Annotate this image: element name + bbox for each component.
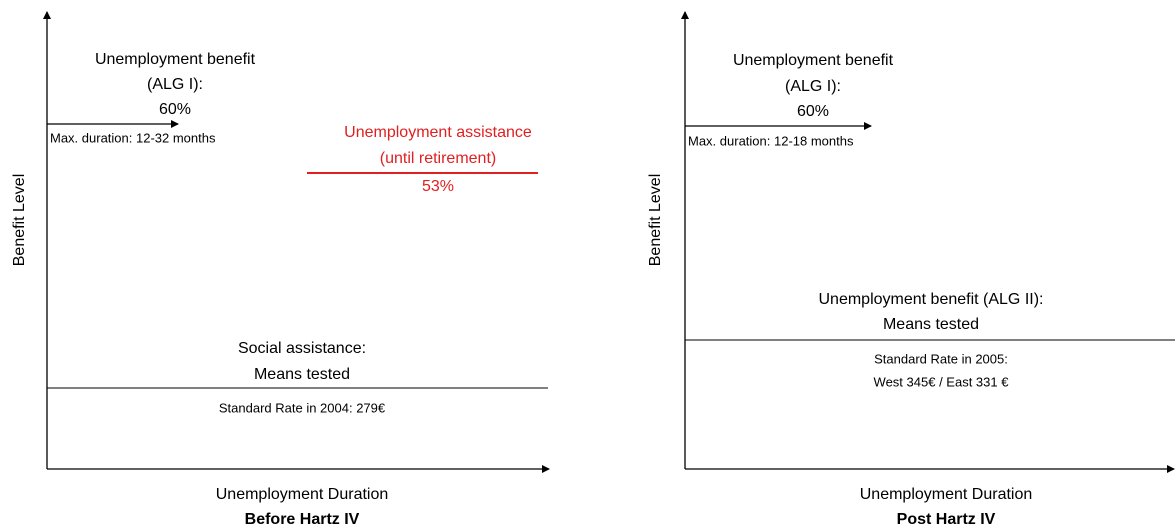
floor-rate: Standard Rate in 2005: [874, 351, 1008, 366]
x-axis-label: Unemployment Duration [216, 486, 389, 503]
panel-title: Before Hartz IV [245, 511, 360, 528]
alg1-label: (ALG I): [785, 78, 841, 95]
alg1-duration: Max. duration: 12-18 months [688, 133, 854, 148]
alg1-duration: Max. duration: 12-32 months [50, 130, 216, 145]
assistance-label: 53% [422, 178, 454, 195]
assistance-label: Unemployment assistance [344, 124, 532, 141]
y-axis-label: Benefit Level [11, 174, 28, 267]
x-axis-label: Unemployment Duration [860, 486, 1033, 503]
floor-rate: West 345€ / East 331 € [874, 374, 1010, 389]
panel-post: Benefit Level Unemployment Duration Post… [647, 11, 1175, 528]
floor-rate: Standard Rate in 2004: 279€ [219, 400, 386, 415]
alg1-label: Unemployment benefit [733, 52, 894, 69]
floor-label: Means tested [254, 366, 350, 383]
alg1-label: Unemployment benefit [95, 51, 256, 68]
alg1-label: (ALG I): [147, 76, 203, 93]
alg1-label: 60% [797, 103, 829, 120]
alg1-label: 60% [159, 101, 191, 118]
panel-before: Benefit Level Unemployment Duration Befo… [11, 11, 550, 528]
floor-label: Unemployment benefit (ALG II): [819, 291, 1044, 308]
assistance-label: (until retirement) [380, 150, 496, 167]
floor-label: Means tested [883, 316, 979, 333]
y-axis-label: Benefit Level [647, 174, 664, 267]
floor-label: Social assistance: [238, 340, 366, 357]
panel-title: Post Hartz IV [897, 511, 996, 528]
